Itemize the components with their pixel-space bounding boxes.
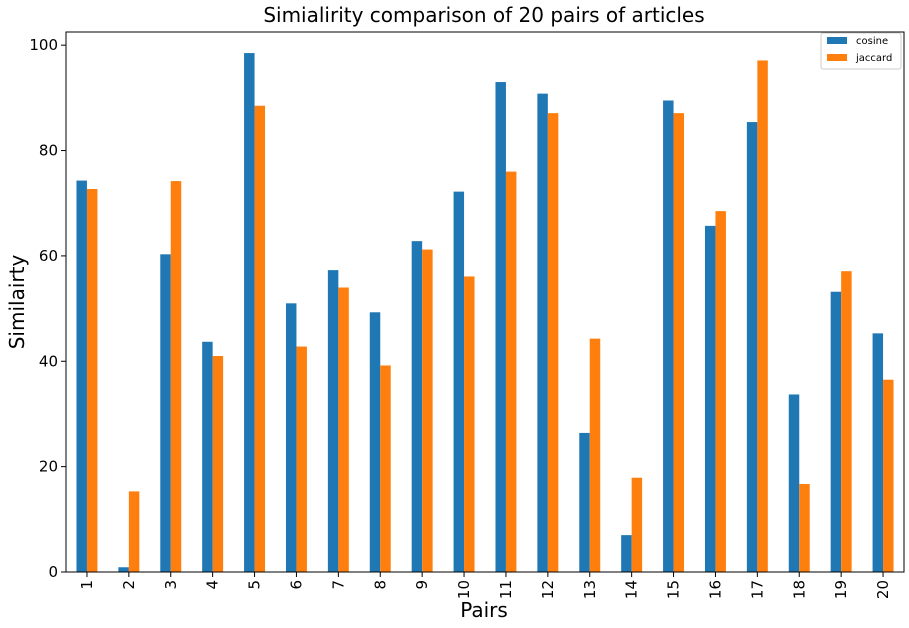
y-tick-label: 0	[48, 563, 58, 581]
bar-cosine-12	[537, 93, 548, 572]
bar-jaccard-18	[799, 484, 810, 572]
legend-swatch-cosine	[827, 37, 847, 44]
bar-cosine-3	[160, 254, 171, 572]
x-tick-label: 2	[120, 580, 138, 590]
x-tick-label: 8	[371, 580, 389, 590]
bar-cosine-8	[369, 312, 381, 572]
y-tick-label: 20	[39, 458, 58, 476]
bar-cosine-10	[453, 191, 465, 572]
x-tick-label: 1	[78, 580, 96, 590]
legend-label-cosine: cosine	[856, 36, 888, 47]
bar-cosine-11	[495, 82, 506, 573]
bar-jaccard-13	[589, 338, 601, 572]
x-tick-label: 7	[329, 580, 347, 590]
bar-jaccard-8	[380, 365, 391, 572]
x-tick-label: 18	[790, 580, 808, 599]
x-tick-label: 6	[287, 580, 305, 590]
x-tick-label: 15	[665, 580, 683, 599]
x-tick-label: 16	[706, 580, 724, 599]
bar-cosine-19	[830, 291, 842, 572]
bar-jaccard-16	[715, 211, 726, 572]
bar-cosine-5	[244, 53, 255, 572]
plot-frame	[65, 31, 905, 573]
bar-jaccard-11	[505, 171, 517, 573]
x-tick-label: 3	[162, 580, 180, 590]
bar-cosine-1	[76, 180, 87, 572]
y-tick-label: 60	[39, 247, 58, 265]
x-tick-label: 4	[204, 580, 222, 590]
x-tick-label: 12	[539, 580, 557, 599]
bar-jaccard-6	[296, 346, 307, 572]
bar-cosine-17	[746, 122, 758, 573]
bar-jaccard-15	[673, 113, 685, 572]
y-axis: 0 20 40 60 80 100	[29, 36, 66, 581]
bar-jaccard-7	[338, 287, 349, 572]
y-tick-label: 100	[29, 36, 58, 54]
bar-jaccard-17	[757, 60, 768, 572]
x-tick-label: 19	[832, 580, 850, 599]
x-tick-label: 11	[497, 580, 515, 599]
x-tick-label: 9	[413, 580, 431, 590]
bar-jaccard-9	[422, 249, 433, 572]
bar-cosine-2	[118, 567, 129, 572]
bar-jaccard-3	[170, 181, 182, 572]
y-tick-label: 40	[39, 352, 58, 370]
bar-jaccard-4	[212, 356, 224, 572]
bar-jaccard-12	[547, 113, 559, 572]
x-tick-label: 13	[581, 580, 599, 599]
legend-label-jaccard: jaccard	[855, 53, 892, 64]
x-axis-label: Pairs	[460, 598, 508, 622]
y-tick-label: 80	[39, 142, 58, 160]
bar-jaccard-10	[464, 276, 475, 572]
legend: cosine jaccard	[820, 32, 902, 70]
bars-group	[76, 53, 894, 573]
bar-cosine-4	[202, 341, 213, 572]
x-tick-label: 20	[874, 580, 892, 599]
x-tick-label: 14	[623, 580, 641, 599]
x-tick-label: 17	[748, 580, 766, 599]
bar-cosine-16	[704, 225, 716, 572]
x-axis: 1 2 3 4 5 6 7 8 9 10 11 12 13 14 15 16 17 18 19 20	[78, 572, 892, 599]
bar-cosine-14	[621, 535, 632, 572]
bar-cosine-18	[788, 394, 800, 572]
chart-title: Simialirity comparison of 20 pairs of ar…	[263, 3, 704, 27]
bar-cosine-20	[872, 333, 884, 572]
bar-cosine-13	[579, 432, 590, 572]
bar-jaccard-2	[128, 491, 140, 572]
bar-cosine-7	[327, 270, 339, 572]
x-tick-label: 10	[455, 580, 473, 599]
bar-jaccard-1	[86, 188, 98, 572]
bar-jaccard-14	[631, 477, 643, 572]
bar-cosine-9	[411, 241, 423, 572]
bar-jaccard-20	[883, 379, 894, 572]
bar-cosine-6	[285, 303, 297, 572]
legend-swatch-jaccard	[827, 54, 847, 61]
x-tick-label: 5	[246, 580, 264, 590]
bar-jaccard-5	[254, 105, 266, 572]
bar-jaccard-19	[841, 271, 852, 572]
y-axis-label: Similairty	[5, 255, 29, 350]
bar-cosine-15	[663, 100, 674, 573]
